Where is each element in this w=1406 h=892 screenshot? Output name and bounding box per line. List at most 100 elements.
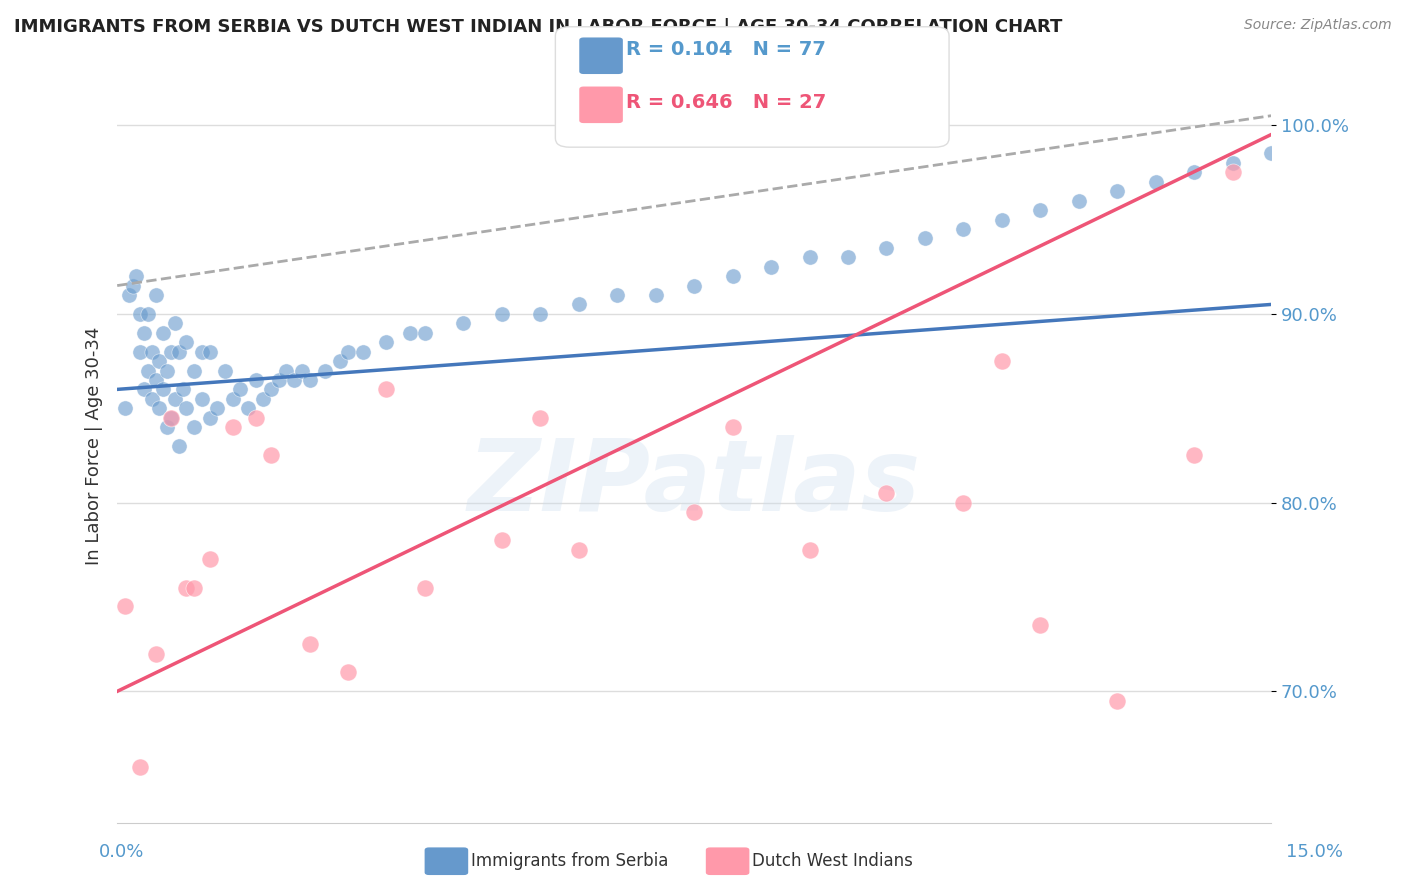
Point [132,326,155,340]
Point [276,363,298,377]
Point [132,383,155,397]
Point [683,278,706,293]
Point [1107,184,1129,198]
Point [136,307,159,321]
Point [875,486,897,500]
Point [145,288,167,302]
Text: Source: ZipAtlas.com: Source: ZipAtlas.com [1244,18,1392,32]
Point [644,288,666,302]
Point [129,307,152,321]
Y-axis label: In Labor Force | Age 30-34: In Labor Force | Age 30-34 [86,326,103,566]
Point [183,363,205,377]
Point [1182,165,1205,179]
Point [141,392,163,406]
Point [875,241,897,255]
Point [141,344,163,359]
Point [260,383,283,397]
Point [136,363,159,377]
Point [1029,203,1052,218]
Point [413,581,436,595]
Point [205,401,228,416]
Point [721,420,744,434]
Point [245,410,267,425]
Point [236,401,259,416]
Point [183,581,205,595]
Text: 15.0%: 15.0% [1285,843,1343,861]
Point [114,599,136,614]
Point [491,533,513,548]
Point [176,335,198,350]
Point [129,760,152,774]
Point [721,269,744,284]
Point [229,383,252,397]
Point [267,373,290,387]
Point [991,354,1014,368]
Point [314,363,336,377]
Point [1222,156,1244,170]
Point [991,212,1014,227]
Point [125,269,148,284]
Point [156,363,179,377]
Point [291,363,314,377]
Point [145,373,167,387]
Point [183,420,205,434]
Point [260,449,283,463]
Point [283,373,305,387]
Point [198,410,221,425]
Point [352,344,374,359]
Text: R = 0.104   N = 77: R = 0.104 N = 77 [626,39,825,59]
Point [114,401,136,416]
Point [329,354,352,368]
Point [837,250,859,264]
Text: 0.0%: 0.0% [98,843,143,861]
Text: Dutch West Indians: Dutch West Indians [752,852,912,870]
Point [167,344,190,359]
Point [298,637,321,651]
Point [198,552,221,566]
Point [1107,694,1129,708]
Point [1029,618,1052,632]
Point [375,335,398,350]
Point [221,420,243,434]
Point [413,326,436,340]
Point [529,307,551,321]
Point [148,354,170,368]
Point [129,344,152,359]
Point [163,392,186,406]
Point [191,344,214,359]
Point [176,581,198,595]
Text: ZIPatlas: ZIPatlas [468,435,921,533]
Point [606,288,628,302]
Point [914,231,936,245]
Point [221,392,243,406]
Point [191,392,214,406]
Point [759,260,782,274]
Point [198,344,221,359]
Point [375,383,398,397]
Text: Immigrants from Serbia: Immigrants from Serbia [471,852,668,870]
Point [952,222,974,236]
Point [1182,449,1205,463]
Point [118,288,141,302]
Point [160,344,183,359]
Text: IMMIGRANTS FROM SERBIA VS DUTCH WEST INDIAN IN LABOR FORCE | AGE 30-34 CORRELATI: IMMIGRANTS FROM SERBIA VS DUTCH WEST IND… [14,18,1063,36]
Point [160,410,183,425]
Point [145,647,167,661]
Point [336,344,359,359]
Point [172,383,194,397]
Point [1067,194,1090,208]
Point [1222,165,1244,179]
Point [453,316,475,330]
Point [799,250,821,264]
Point [952,495,974,509]
Point [160,410,183,425]
Point [167,439,190,453]
Point [568,297,591,311]
Point [121,278,143,293]
Point [152,383,174,397]
Point [148,401,170,416]
Point [398,326,420,340]
Point [568,542,591,557]
Point [1144,175,1167,189]
Point [152,326,174,340]
